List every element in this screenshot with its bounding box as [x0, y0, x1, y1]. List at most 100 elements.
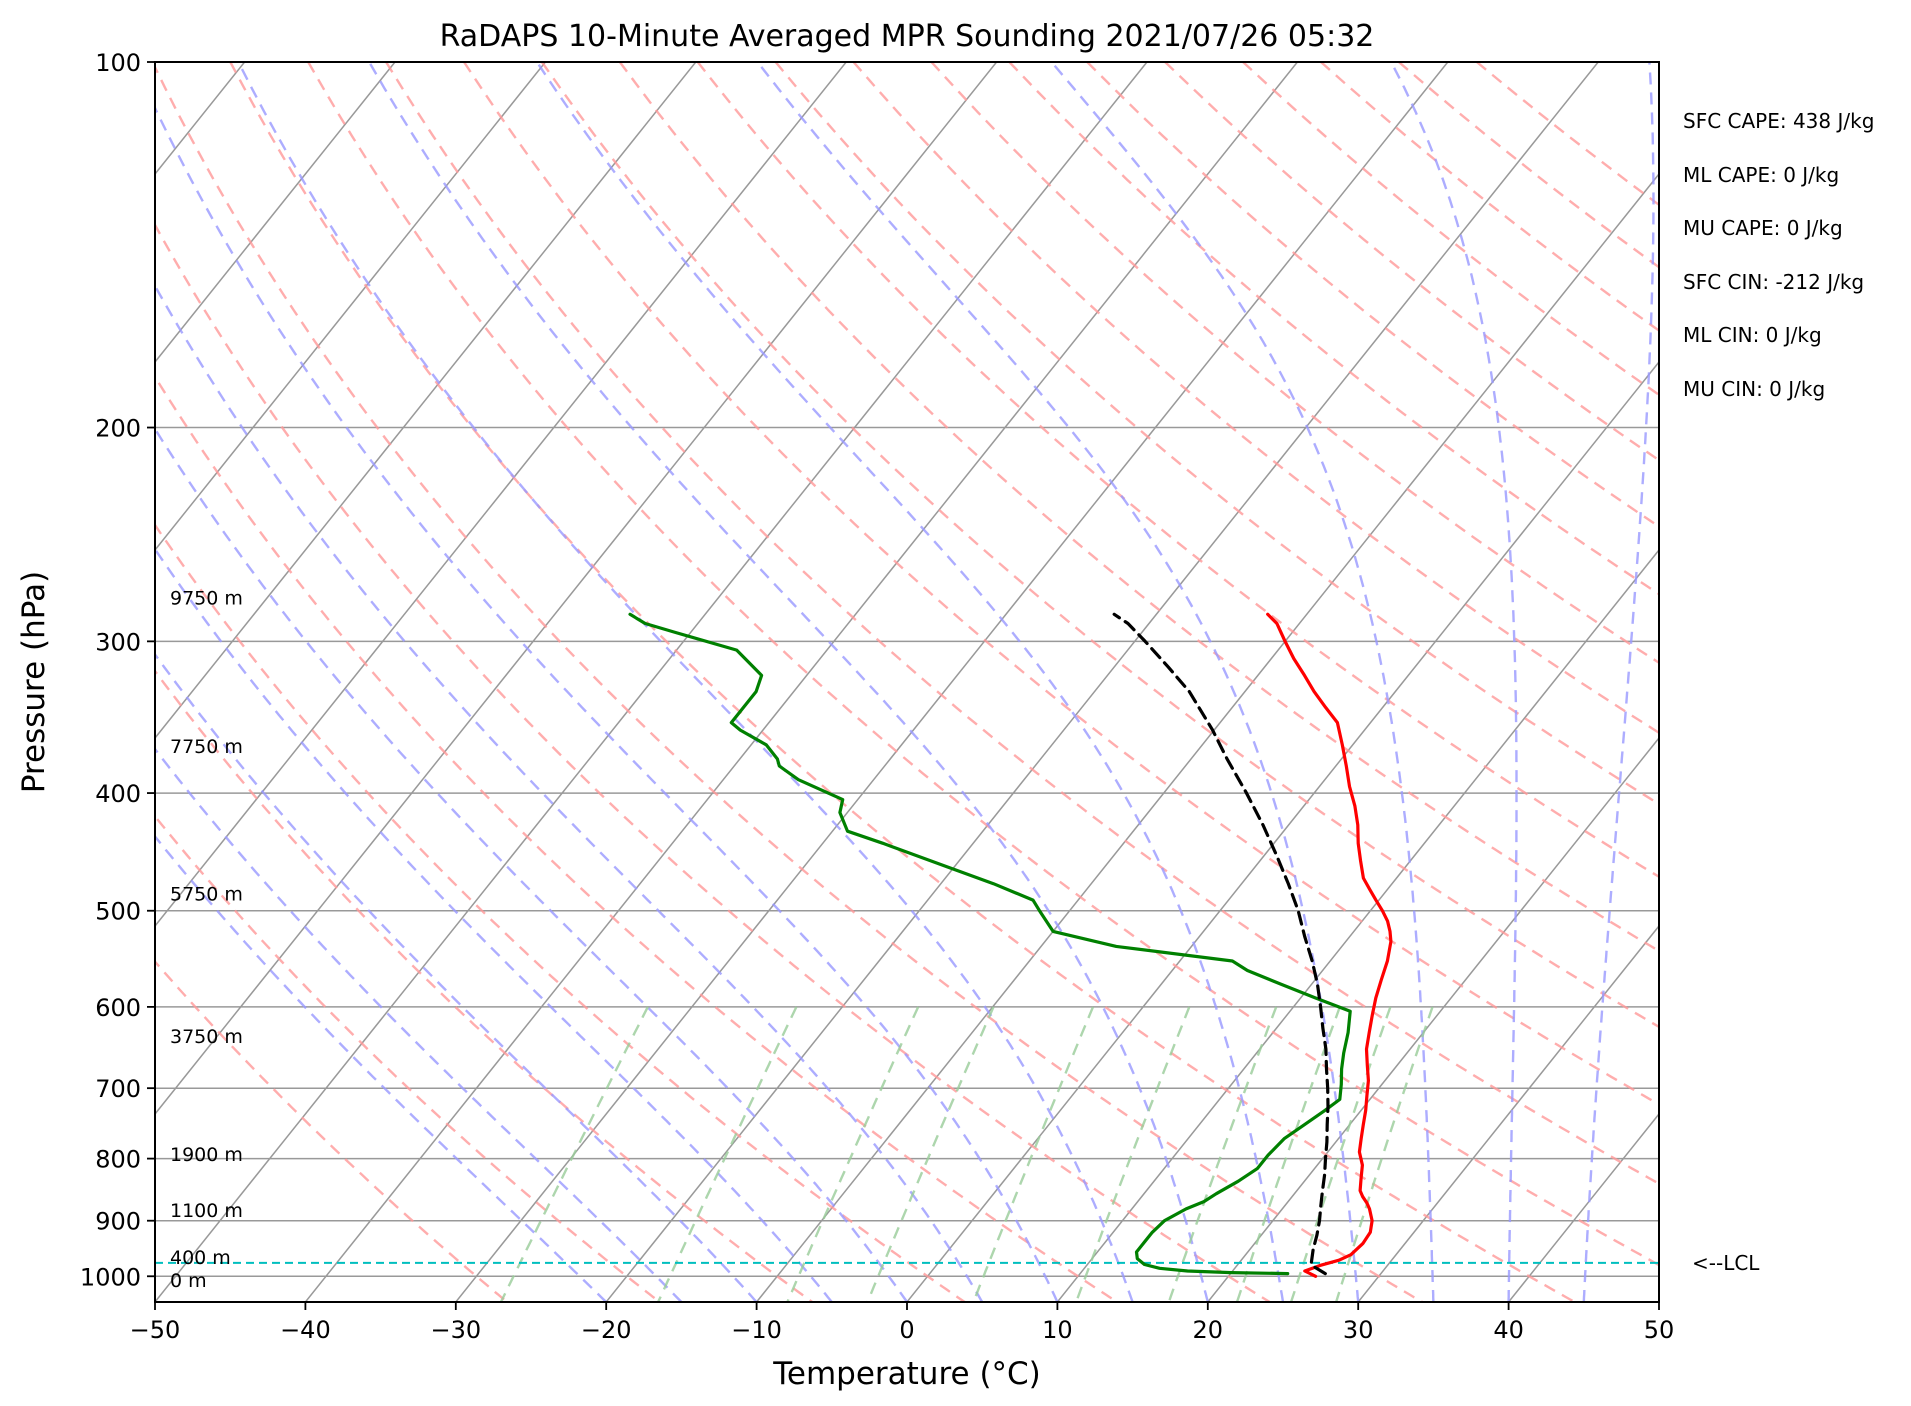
isotherm-line [1658, 1300, 1659, 1302]
moist-adiabat-line [155, 426, 908, 1302]
dry-adiabat-line [1242, 62, 1659, 397]
lcl-label: <--LCL [1692, 1251, 1760, 1275]
annotation-mu-cin: MU CIN: 0 J/kg [1683, 377, 1825, 401]
dry-adiabat-line [155, 669, 813, 1302]
x-tick-label: 40 [1493, 1316, 1524, 1344]
dry-adiabat-line [930, 62, 1659, 665]
annotation-ml-cape: ML CAPE: 0 J/kg [1683, 163, 1839, 187]
dry-adiabat-line [1164, 62, 1659, 462]
isotherm-line [155, 62, 546, 552]
height-label: 3750 m [170, 1026, 243, 1048]
moist-adiabat-line [1390, 62, 1518, 1302]
moist-adiabat-line [155, 747, 683, 1302]
moist-adiabat-line [155, 652, 758, 1302]
moist-adiabat-line [155, 105, 1059, 1302]
isotherm-line [155, 62, 697, 740]
height-label: 1100 m [170, 1200, 243, 1222]
isotherm-line [1207, 736, 1659, 1302]
x-tick-label: −40 [280, 1316, 331, 1344]
y-tick-label: 400 [95, 780, 141, 808]
x-tick-label: −10 [731, 1316, 782, 1344]
isotherm-line [455, 62, 1449, 1302]
y-tick-label: 700 [95, 1075, 141, 1103]
mixing-ratio-line [1167, 1006, 1278, 1302]
mixing-ratio-line [786, 1006, 920, 1302]
chart-labels: RaDAPS 10-Minute Averaged MPR Sounding 2… [16, 19, 1874, 1392]
y-tick-label: 200 [95, 415, 141, 443]
dry-adiabat-line [307, 62, 1659, 1267]
dry-adiabat-line [462, 62, 1659, 1106]
y-tick-label: 800 [95, 1146, 141, 1174]
y-tick-label: 900 [95, 1208, 141, 1236]
annotation-ml-cin: ML CIN: 0 J/kg [1683, 323, 1822, 347]
x-tick-label: 20 [1193, 1316, 1224, 1344]
chart-title: RaDAPS 10-Minute Averaged MPR Sounding 2… [440, 19, 1375, 54]
temperature-line [1266, 612, 1393, 1278]
moist-adiabat-line [1582, 62, 1655, 1302]
dry-adiabat-line [385, 62, 1659, 1186]
dry-adiabat-line [1320, 62, 1659, 333]
mixing-ratio-line [972, 1006, 1095, 1302]
dry-adiabat-line [155, 64, 1423, 1302]
moist-adiabat-line [368, 62, 1209, 1302]
moist-adiabat-line [1050, 62, 1435, 1302]
x-axis-label: Temperature (°C) [772, 1356, 1041, 1392]
y-tick-label: 100 [95, 49, 141, 77]
dry-adiabat-line [852, 62, 1659, 735]
mixing-ratio-line [866, 1006, 995, 1302]
moist-adiabat-line [155, 283, 984, 1302]
annotation-sfc-cin: SFC CIN: -212 J/kg [1683, 270, 1864, 294]
isotherm-line [605, 62, 1599, 1302]
dry-adiabat-line [1086, 62, 1659, 529]
dry-adiabat-line [696, 62, 1659, 879]
isotherm-line [155, 62, 396, 364]
height-label: 1900 m [170, 1144, 243, 1166]
isotherm-line [906, 360, 1659, 1302]
dry-adiabat-line [1398, 62, 1659, 269]
isotherm-line [304, 62, 1298, 1302]
dry-adiabat-line [155, 374, 1118, 1302]
y-tick-label: 1000 [80, 1263, 141, 1291]
isotherm-line [1508, 1112, 1659, 1302]
y-tick-label: 500 [95, 898, 141, 926]
height-label: 7750 m [170, 736, 243, 758]
mixing-ratio-line [1074, 1006, 1191, 1302]
background-lines [155, 62, 1911, 1302]
mixing-ratio-line [1335, 1006, 1434, 1302]
isotherm-line [1357, 924, 1659, 1302]
y-tick-label: 300 [95, 628, 141, 656]
dewpoint-line [628, 612, 1352, 1276]
isotherm-line [1809, 62, 1911, 1302]
isotherm-line [155, 62, 998, 1116]
x-tick-label: 30 [1343, 1316, 1374, 1344]
dry-adiabat-line [155, 522, 966, 1302]
plot-frame [154, 61, 1660, 1303]
x-tick-label: −20 [581, 1316, 632, 1344]
x-tick-label: 50 [1644, 1316, 1675, 1344]
annotation-mu-cape: MU CAPE: 0 J/kg [1683, 216, 1843, 240]
height-label: 400 m [170, 1247, 231, 1269]
y-tick-label: 600 [95, 994, 141, 1022]
dry-adiabat-line [618, 62, 1659, 953]
x-tick-label: 0 [899, 1316, 914, 1344]
mixing-ratio-line [499, 1006, 649, 1302]
x-tick-label: −50 [130, 1316, 181, 1344]
x-tick-label: −30 [430, 1316, 481, 1344]
dry-adiabat-line [229, 62, 1576, 1302]
moist-adiabat-line [155, 834, 608, 1302]
x-tick-label: 10 [1042, 1316, 1073, 1344]
isotherm-line [155, 62, 847, 928]
dry-adiabat-line [1008, 62, 1659, 596]
y-axis-label: Pressure (hPa) [16, 571, 52, 793]
moist-adiabat-line [535, 62, 1285, 1302]
dry-adiabat-line [155, 814, 661, 1302]
parcel-line [1112, 612, 1330, 1276]
dry-adiabat-line [774, 62, 1659, 806]
dry-adiabat-line [155, 222, 1271, 1302]
mixing-ratio-line [657, 1006, 798, 1302]
dry-adiabat-line [155, 959, 508, 1302]
isotherm-line [1056, 548, 1659, 1302]
axes-frame: −50 −40 −30 −20 −10 0 10 20 30 40 50 100 200 300 400 50… [80, 49, 1674, 1344]
